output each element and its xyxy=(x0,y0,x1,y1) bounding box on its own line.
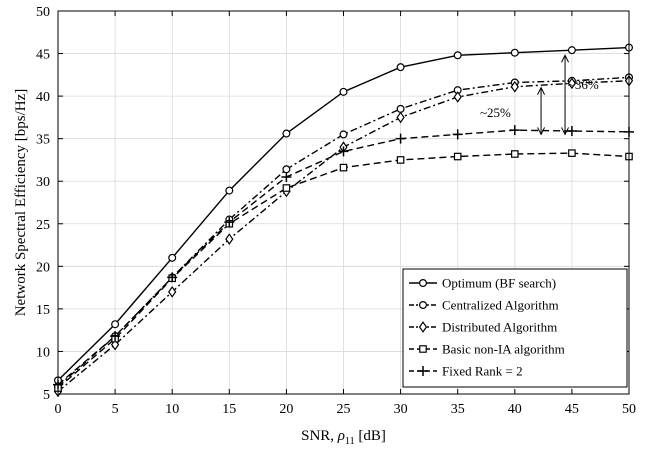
series-3-point xyxy=(568,149,576,157)
y-tick-label: 5 xyxy=(43,388,50,403)
series-3-point xyxy=(396,156,405,164)
x-tick-label: 10 xyxy=(165,402,179,417)
legend-label-1: Centralized Algorithm xyxy=(442,298,559,313)
series-3-point xyxy=(282,184,291,192)
series-line-1 xyxy=(57,76,630,387)
y-tick-label: 40 xyxy=(36,90,50,105)
series-4-point xyxy=(224,217,235,228)
series-2-point xyxy=(453,91,462,103)
series-4-point xyxy=(167,272,178,283)
x-axis-label: SNR, ρ11 [dB] xyxy=(301,428,386,447)
legend-label-4: Fixed Rank = 2 xyxy=(442,364,523,379)
y-tick-label: 15 xyxy=(36,303,50,318)
series-3-point xyxy=(511,150,519,158)
y-tick-label: 10 xyxy=(36,345,50,360)
series-2-point xyxy=(510,80,519,93)
y-tick-label: 35 xyxy=(36,133,50,148)
annotation-arrowhead-up-1 xyxy=(561,54,569,63)
x-tick-label: 25 xyxy=(337,402,351,417)
series-0-point xyxy=(111,320,120,329)
legend-marker-2 xyxy=(418,321,428,333)
x-tick-label: 40 xyxy=(508,402,522,417)
series-0-point xyxy=(282,129,291,138)
x-tick-label: 5 xyxy=(112,402,119,417)
series-0-point xyxy=(567,46,576,55)
series-0-point xyxy=(453,51,462,60)
x-tick-label: 30 xyxy=(394,402,408,417)
y-tick-label: 45 xyxy=(36,48,50,63)
legend: Optimum (BF search) Centralized Algorithm… xyxy=(402,268,628,388)
series-line-4 xyxy=(57,129,630,386)
legend-label-2: Distributed Algorithm xyxy=(442,320,557,335)
annotation-arrowhead-up-0 xyxy=(537,86,546,95)
series-1-point xyxy=(282,165,291,174)
series-4-point xyxy=(281,171,292,182)
x-tick-label: 50 xyxy=(622,402,636,417)
legend-marker-3 xyxy=(419,345,427,353)
series-1-point xyxy=(396,104,405,113)
series-2-point xyxy=(225,233,234,245)
x-axis-label-text: SNR, xyxy=(301,428,338,444)
series-2-point xyxy=(110,338,120,351)
annotation-label-0: ~25% xyxy=(480,105,511,120)
series-2-point xyxy=(168,286,177,298)
x-axis-label-symbol: ρ xyxy=(337,428,345,444)
x-axis-label-sub: 11 xyxy=(345,436,355,447)
legend-label-3: Basic non-IA algorithm xyxy=(442,342,565,357)
y-tick-label: 30 xyxy=(36,175,50,190)
series-3-point xyxy=(453,152,462,161)
legend-marker-4 xyxy=(418,366,428,376)
series-markers xyxy=(53,43,634,398)
legend-box xyxy=(402,268,628,388)
series-0-point xyxy=(168,253,177,262)
legend-marker-1 xyxy=(419,301,428,310)
x-tick-label: 45 xyxy=(565,402,579,417)
series-3-point xyxy=(339,163,348,172)
series-4-point xyxy=(338,146,349,157)
y-tick-label: 20 xyxy=(36,260,50,275)
annotation-label-1: ~36% xyxy=(568,77,599,92)
series-1-point xyxy=(339,130,348,139)
annotations: ~25% ~36% xyxy=(480,54,599,136)
series-4-point xyxy=(509,125,520,136)
x-axis-label-unit: [dB] xyxy=(355,428,386,444)
annotation-arrowhead-down-0 xyxy=(537,127,546,136)
series-4-point xyxy=(395,133,406,144)
series-0-point xyxy=(510,48,519,57)
legend-marker-0 xyxy=(419,279,428,288)
legend-label-0: Optimum (BF search) xyxy=(442,276,556,291)
series-2-point xyxy=(396,111,405,124)
y-axis-label: Network Spectral Efficiency [bps/Hz] xyxy=(13,89,29,317)
series-2-point xyxy=(567,77,577,90)
x-tick-label: 15 xyxy=(222,402,236,417)
series-4-point xyxy=(110,331,121,342)
series-0-point xyxy=(396,63,405,72)
x-tick-label: 0 xyxy=(55,402,62,417)
series-0-point xyxy=(339,87,348,96)
series-4-point xyxy=(566,126,577,137)
y-tick-label: 50 xyxy=(36,5,50,20)
x-tick-label: 20 xyxy=(279,402,293,417)
series-0-point xyxy=(225,186,234,195)
x-tick-label: 35 xyxy=(451,402,465,417)
y-tick-label: 25 xyxy=(36,218,50,233)
series-4-point xyxy=(452,129,463,140)
annotation-arrowhead-down-1 xyxy=(561,127,569,136)
